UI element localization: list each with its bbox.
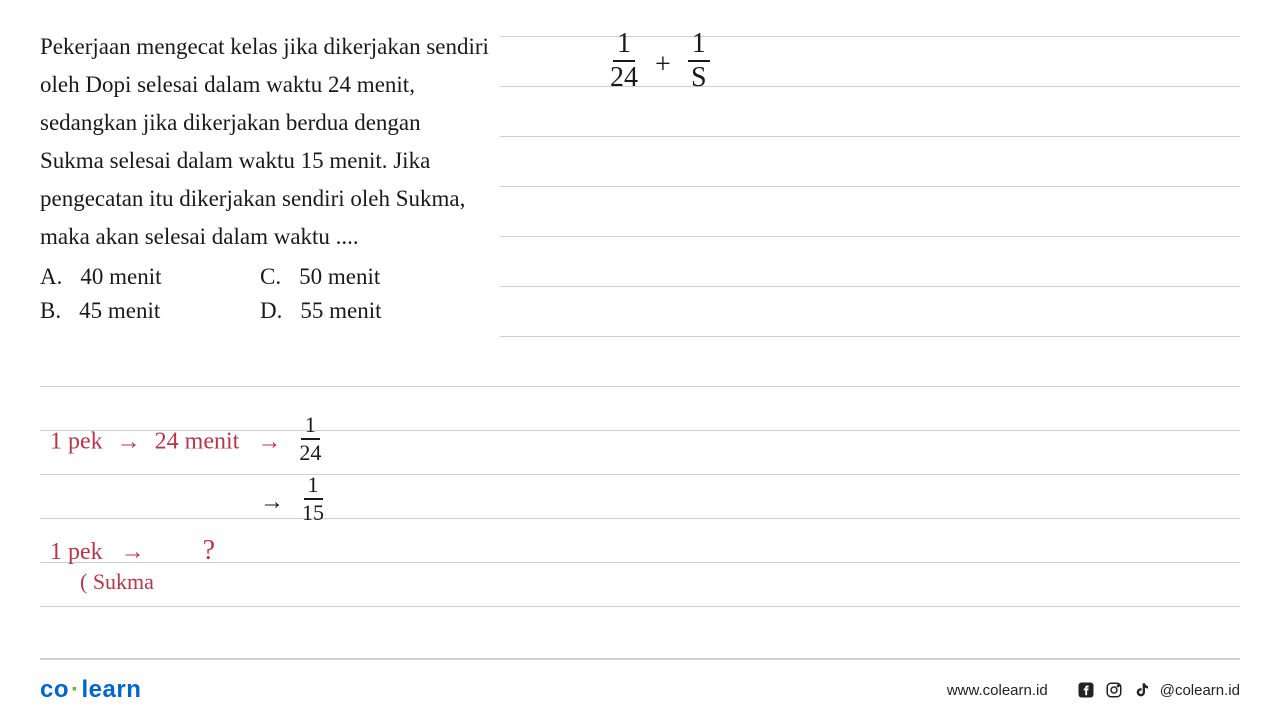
handwriting-line-2: → 1 15 (260, 478, 324, 528)
logo-dot: · (71, 676, 80, 703)
option-letter: D. (260, 298, 282, 324)
question-block: Pekerjaan mengecat kelas jika dikerjakan… (40, 28, 500, 324)
colearn-logo: co·learn (40, 676, 141, 704)
option-letter: B. (40, 298, 61, 324)
hw-text: 1 pek (50, 429, 103, 455)
plus-sign: + (655, 49, 671, 80)
option-label: 40 menit (80, 264, 161, 290)
tiktok-icon (1132, 680, 1152, 700)
option-a: A. 40 menit (40, 264, 260, 290)
arrow-icon: → (117, 429, 141, 455)
logo-co: co (40, 676, 69, 703)
handwriting-line-1: 1 pek → 24 menit → 1 24 (50, 418, 321, 468)
facebook-icon (1076, 680, 1096, 700)
fraction-1-24: 1 24 (610, 30, 638, 92)
option-letter: A. (40, 264, 62, 290)
option-label: 45 menit (79, 298, 160, 324)
hw-text: 24 menit (155, 429, 240, 455)
option-c: C. 50 menit (260, 264, 480, 290)
fraction-1-s: 1 S (688, 30, 710, 92)
social-handle: @colearn.id (1160, 682, 1240, 699)
hw-text-sukma: ( Sukma (80, 569, 215, 595)
handwriting-line-3: 1 pek → ? ( Sukma (50, 535, 215, 595)
question-mark: ? (203, 535, 215, 566)
question-text: Pekerjaan mengecat kelas jika dikerjakan… (40, 28, 490, 256)
website-url: www.colearn.id (947, 682, 1048, 699)
handwriting-equation-top: 1 24 + 1 S (610, 30, 710, 92)
option-label: 50 menit (299, 264, 380, 290)
arrow-icon: → (121, 539, 145, 565)
footer-right: www.colearn.id @colearn.id (947, 680, 1240, 700)
footer: co·learn www.colearn.id @colearn.id (0, 660, 1280, 720)
logo-learn: learn (82, 676, 142, 703)
arrow-icon: → (257, 429, 281, 455)
fraction-1-15: 1 15 (302, 474, 324, 524)
option-b: B. 45 menit (40, 298, 260, 324)
fraction-1-24-b: 1 24 (299, 414, 321, 464)
social-icons: @colearn.id (1076, 680, 1240, 700)
option-label: 55 menit (300, 298, 381, 324)
instagram-icon (1104, 680, 1124, 700)
hw-text: 1 pek (50, 539, 103, 565)
options-grid: A. 40 menit C. 50 menit B. 45 menit D. 5… (40, 264, 490, 324)
option-letter: C. (260, 264, 281, 290)
option-d: D. 55 menit (260, 298, 480, 324)
arrow-icon: → (260, 489, 284, 515)
